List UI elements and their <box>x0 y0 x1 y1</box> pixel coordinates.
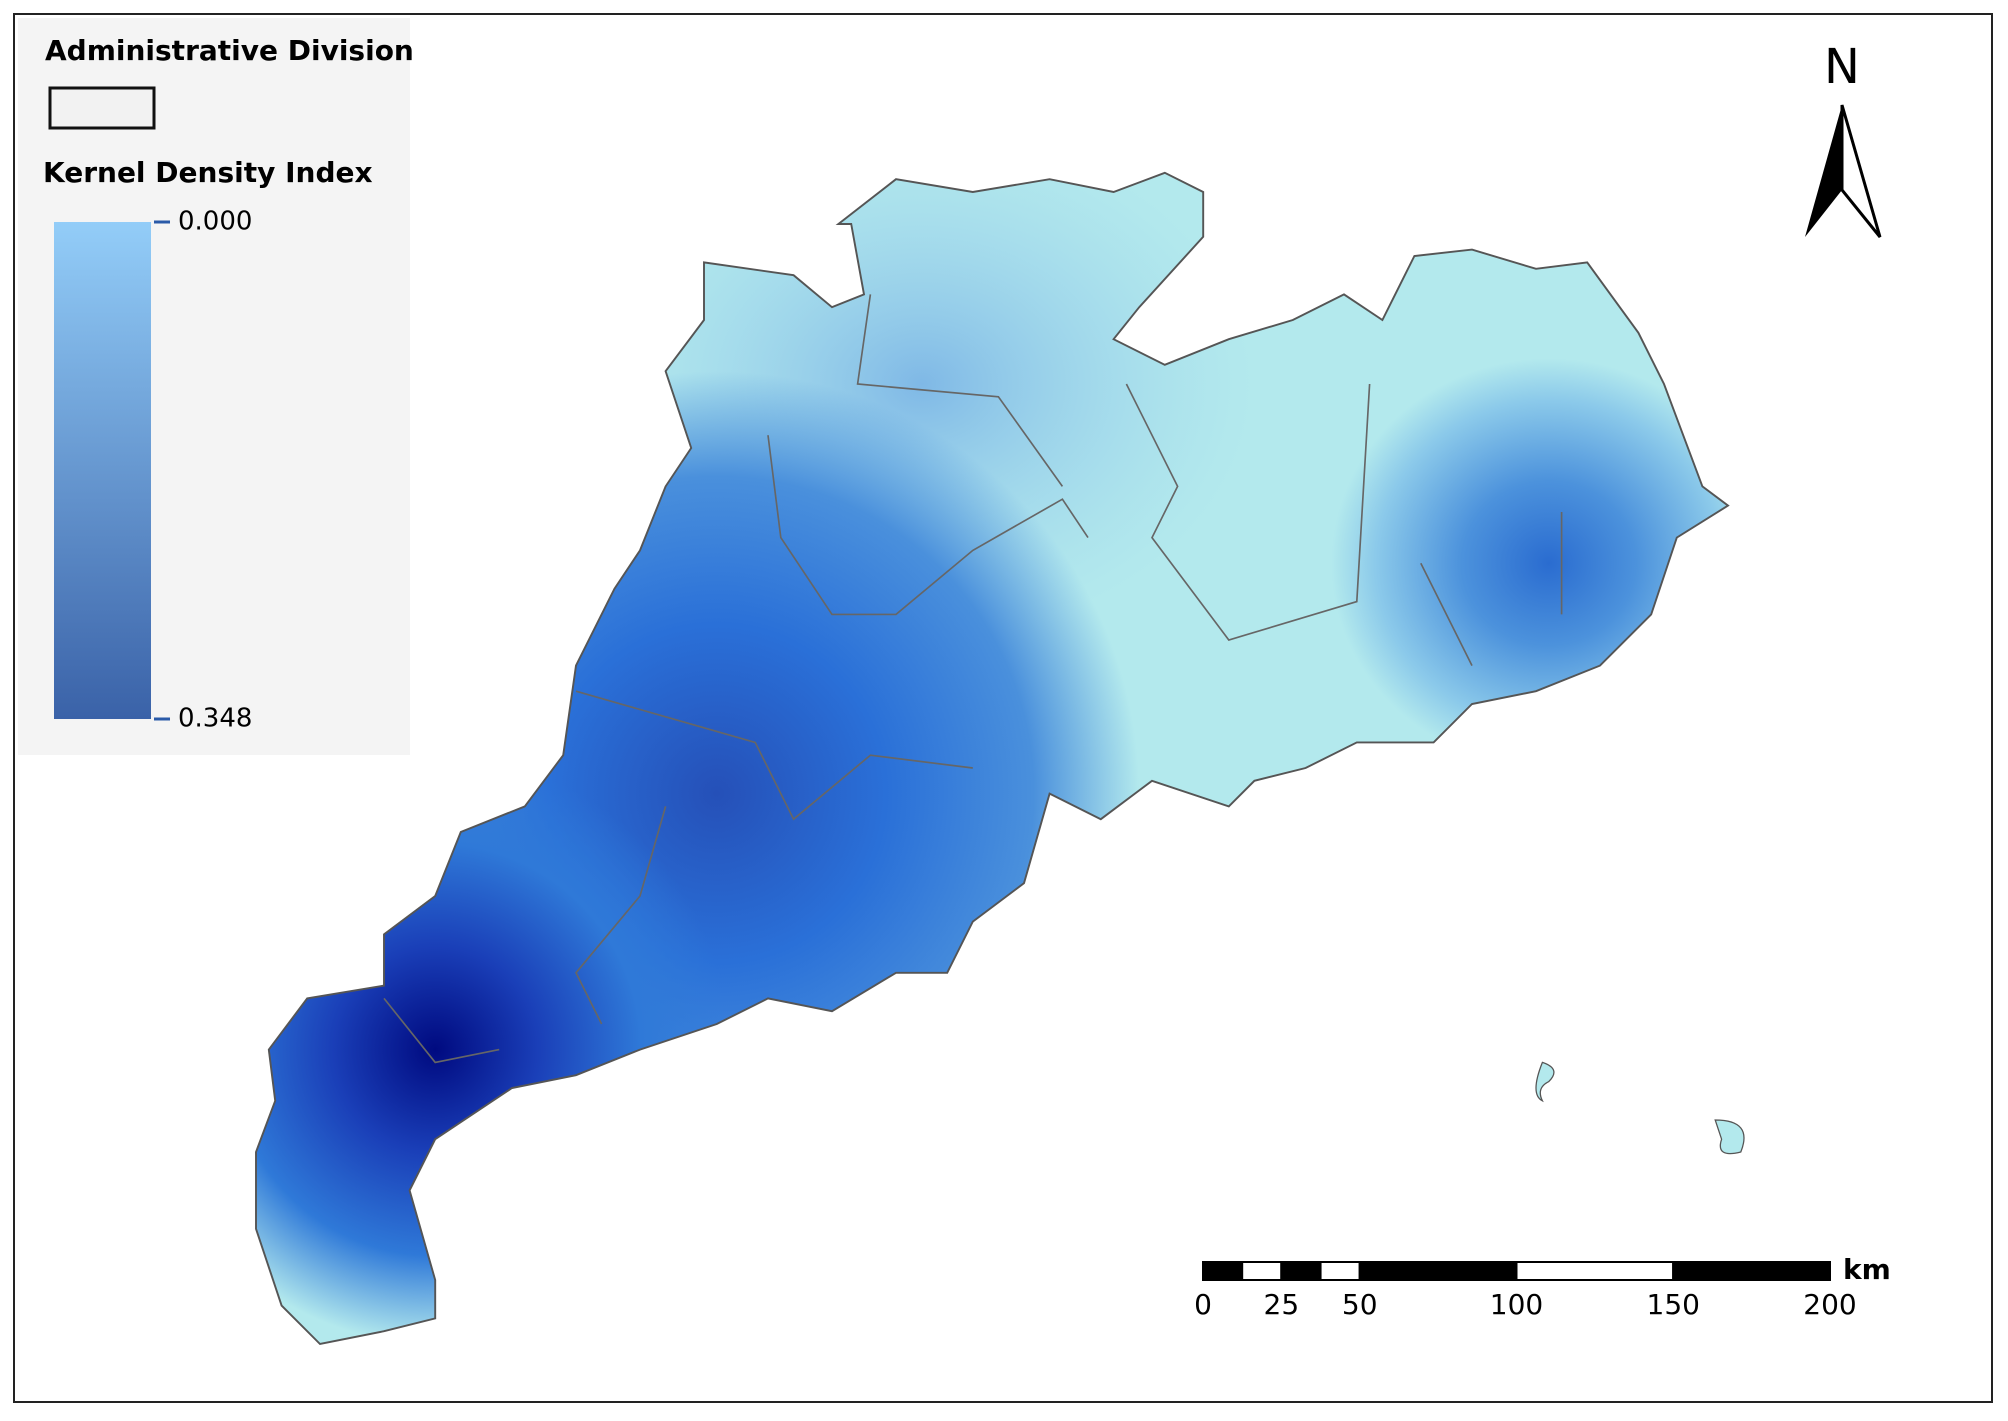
scale-segment <box>1515 1261 1675 1281</box>
ramp-label: 0.348 <box>178 704 252 734</box>
scale-unit: km <box>1843 1253 1891 1286</box>
legend-title: Kernel Density Index <box>43 156 373 189</box>
scale-segment <box>1280 1261 1322 1281</box>
scale-segment <box>1202 1261 1244 1281</box>
north-label: N <box>1824 39 1860 95</box>
north-arrow <box>1805 105 1842 237</box>
scale-segment <box>1672 1261 1831 1281</box>
scale-segment <box>1319 1261 1361 1281</box>
color-ramp <box>54 222 151 719</box>
frame <box>13 13 1993 1403</box>
north-arrow <box>1840 104 1882 238</box>
legend-title: Administrative Division <box>45 34 414 67</box>
scale-label: 0 <box>1194 1288 1212 1321</box>
scale-label: 200 <box>1803 1288 1856 1321</box>
scale-segment <box>1358 1261 1518 1281</box>
scale-label: 100 <box>1490 1288 1543 1321</box>
scale-segment <box>1241 1261 1283 1281</box>
scale-label: 150 <box>1647 1288 1700 1321</box>
boundary-swatch <box>48 86 156 130</box>
scale-label: 50 <box>1342 1288 1378 1321</box>
ramp-label: 0.000 <box>178 207 252 237</box>
scale-label: 25 <box>1264 1288 1300 1321</box>
